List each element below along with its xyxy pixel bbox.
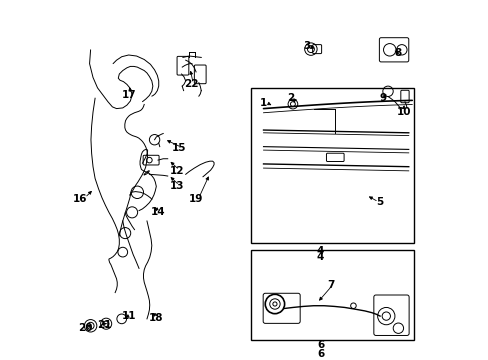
Text: 16: 16 xyxy=(73,194,87,203)
Text: 10: 10 xyxy=(396,107,410,117)
Text: 15: 15 xyxy=(171,143,185,153)
Bar xyxy=(251,88,413,243)
Text: 6: 6 xyxy=(316,349,324,359)
Text: 8: 8 xyxy=(394,48,401,58)
Text: 11: 11 xyxy=(121,311,136,321)
Text: 12: 12 xyxy=(169,166,184,176)
Text: 21: 21 xyxy=(97,320,111,330)
Text: 17: 17 xyxy=(121,90,136,100)
Circle shape xyxy=(118,247,127,257)
Circle shape xyxy=(126,207,137,218)
Text: 18: 18 xyxy=(149,313,163,323)
Text: 4: 4 xyxy=(316,252,324,262)
Text: 3: 3 xyxy=(303,41,310,51)
Text: 20: 20 xyxy=(78,323,92,333)
Text: 22: 22 xyxy=(183,80,198,89)
Text: 7: 7 xyxy=(326,280,334,290)
Text: 1: 1 xyxy=(259,98,266,108)
Text: 13: 13 xyxy=(169,181,184,192)
Text: 14: 14 xyxy=(150,207,165,217)
Text: 4: 4 xyxy=(316,246,324,256)
Text: 19: 19 xyxy=(188,194,203,203)
Bar xyxy=(251,251,413,340)
Circle shape xyxy=(120,228,130,239)
Circle shape xyxy=(131,186,143,198)
Text: 2: 2 xyxy=(287,93,294,103)
Text: 5: 5 xyxy=(375,197,382,207)
Text: 9: 9 xyxy=(379,93,386,103)
Text: 6: 6 xyxy=(316,341,324,351)
